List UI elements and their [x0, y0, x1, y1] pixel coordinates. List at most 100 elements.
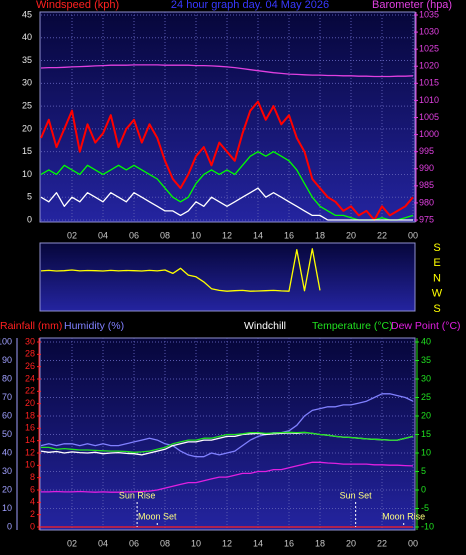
y-tick-label: 70 [2, 392, 12, 402]
y3-tick-label: 10 [25, 460, 35, 470]
y2-tick-label: 995 [419, 146, 434, 156]
y3-tick-label: 8 [30, 472, 35, 482]
y-tick-label: 25 [22, 100, 32, 110]
y-tick-label: 0 [27, 214, 32, 224]
y2-tick-label: 980 [419, 197, 434, 207]
y-tick-label: 40 [2, 447, 12, 457]
y2-tick-label: -10 [421, 521, 434, 531]
x-tick-label: 04 [98, 538, 108, 548]
y-tick-label: 0 [7, 521, 12, 531]
y2-tick-label: 1010 [419, 95, 439, 105]
y-tick-label: 40 [22, 32, 32, 42]
annotation-label: Moon Set [138, 511, 177, 521]
y2-tick-label: 975 [419, 214, 434, 224]
y-axis-title: Windspeed (kph) [36, 0, 119, 11]
y-tick-label: 30 [2, 466, 12, 476]
y2-tick-label: 35 [421, 355, 431, 365]
y3-tick-label: 24 [25, 373, 35, 383]
y-tick-label: 30 [22, 78, 32, 88]
x-tick-label: 14 [253, 230, 263, 240]
annotation-label: Moon Rise [382, 511, 425, 521]
y-tick-label: 15 [22, 146, 32, 156]
y2-tick-label: 1025 [419, 44, 439, 54]
y3-tick-label: 26 [25, 361, 35, 371]
x-tick-label: 14 [253, 538, 263, 548]
series-line [40, 393, 414, 458]
y-tick-label: E [433, 257, 440, 269]
y2-axis-title: Barometer (hpa) [372, 0, 452, 11]
x-tick-label: 10 [191, 538, 201, 548]
x-tick-label: 02 [67, 538, 77, 548]
y-tick-label: S [433, 303, 440, 315]
y-tick-label: 35 [22, 55, 32, 65]
y2-tick-label: 1030 [419, 26, 439, 36]
series-legend: Windchill [244, 320, 286, 332]
y3-tick-label: 12 [25, 447, 35, 457]
y2-tick-label: 25 [421, 392, 431, 402]
y3-tick-label: 28 [25, 349, 35, 359]
plot-area [39, 242, 416, 312]
y3-tick-label: 16 [25, 423, 35, 433]
y-tick-label: 5 [27, 192, 32, 202]
x-tick-label: 16 [284, 538, 294, 548]
annotation-label: Sun Rise [119, 490, 156, 500]
series-line [40, 151, 414, 221]
x-tick-label: 20 [346, 538, 356, 548]
series-legend: Humidity (%) [64, 320, 124, 332]
y-tick-label: 100 [0, 336, 12, 346]
y2-tick-label: 990 [419, 163, 434, 173]
series-legend: Temperature (°C) [312, 320, 393, 332]
y-tick-label: W [432, 288, 443, 300]
y2-tick-label: 1015 [419, 78, 439, 88]
y-tick-label: S [433, 242, 440, 254]
y-tick-label: 20 [22, 123, 32, 133]
y3-tick-label: 4 [30, 497, 35, 507]
x-tick-label: 20 [346, 230, 356, 240]
y3-tick-label: 2 [30, 509, 35, 519]
chart-title: 24 hour graph day. 04 May 2026 [171, 0, 329, 11]
x-tick-label: 08 [160, 538, 170, 548]
x-tick-label: 18 [315, 230, 325, 240]
y2-tick-label: 5 [421, 466, 426, 476]
y3-tick-label: 0 [30, 521, 35, 531]
y-tick-label: 90 [2, 355, 12, 365]
y-tick-label: 80 [2, 373, 12, 383]
y3-tick-label: 30 [25, 336, 35, 346]
series-legend: Dew Point (°C) [391, 320, 461, 332]
x-tick-label: 22 [377, 230, 387, 240]
y3-tick-label: 6 [30, 484, 35, 494]
x-tick-label: 18 [315, 538, 325, 548]
x-tick-label: 02 [67, 230, 77, 240]
y2-tick-label: 40 [421, 336, 431, 346]
y2-tick-label: 30 [421, 373, 431, 383]
x-tick-label: 10 [191, 230, 201, 240]
y2-tick-label: 1000 [419, 129, 439, 139]
y2-tick-label: 10 [421, 447, 431, 457]
y-tick-label: 10 [2, 503, 12, 513]
y2-tick-label: 985 [419, 180, 434, 190]
series-line [40, 187, 413, 221]
x-tick-label: 00 [408, 230, 418, 240]
series-line [41, 461, 414, 493]
x-tick-label: 08 [160, 230, 170, 240]
x-tick-label: 00 [408, 538, 418, 548]
y2-tick-label: 0 [421, 484, 426, 494]
y2-tick-label: 1020 [419, 61, 439, 71]
y2-tick-label: 1035 [419, 9, 439, 19]
x-tick-label: 22 [377, 538, 387, 548]
y-tick-label: 50 [2, 429, 12, 439]
annotation-label: Sun Set [340, 490, 373, 500]
y3-tick-label: 20 [25, 398, 35, 408]
y-tick-label: 20 [2, 484, 12, 494]
series-line [41, 431, 414, 453]
y-tick-label: N [433, 272, 441, 284]
y2-tick-label: -5 [421, 503, 429, 513]
y3-tick-label: 14 [25, 435, 35, 445]
y3-tick-label: 22 [25, 386, 35, 396]
y2-tick-label: 1005 [419, 112, 439, 122]
series-line [40, 100, 414, 221]
series-line [40, 248, 321, 292]
x-tick-label: 04 [98, 230, 108, 240]
